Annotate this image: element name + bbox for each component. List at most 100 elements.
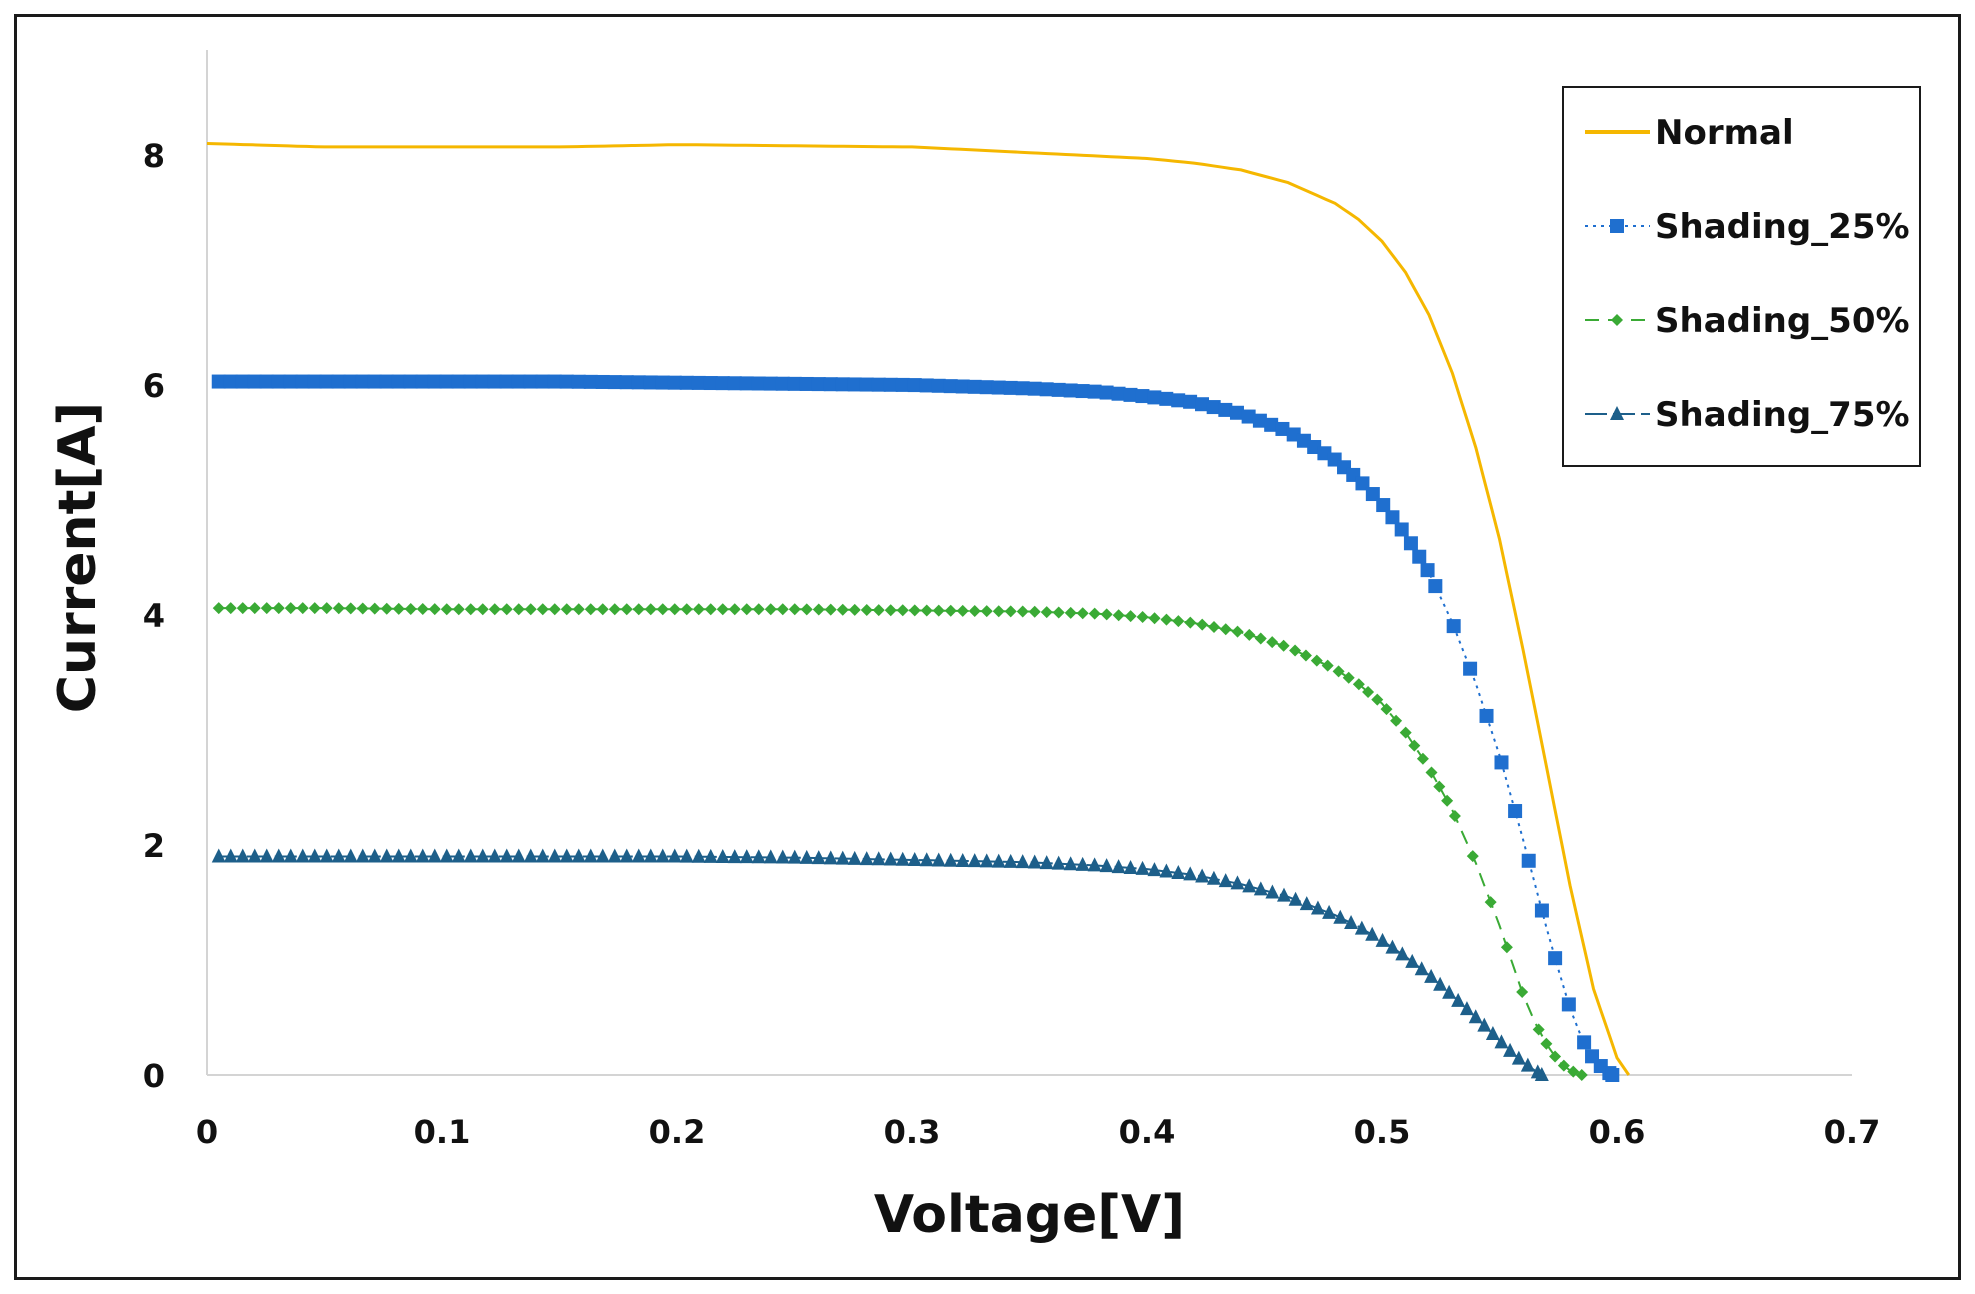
marker-shading-25- — [1063, 383, 1078, 398]
marker-shading-25- — [571, 374, 586, 389]
marker-shading-25- — [451, 374, 466, 389]
series-line-shading-50- — [218, 607, 1583, 1076]
marker-shading-25- — [343, 374, 358, 389]
marker-shading-50- — [284, 602, 297, 615]
marker-shading-50- — [1380, 703, 1393, 716]
marker-shading-25- — [391, 374, 406, 389]
marker-shading-50- — [272, 602, 285, 615]
marker-shading-25- — [883, 377, 898, 392]
x-tick-label: 0 — [196, 1113, 218, 1151]
x-tick-label: 0.4 — [1119, 1113, 1176, 1151]
marker-shading-25- — [547, 374, 562, 389]
marker-shading-50- — [836, 603, 849, 616]
series-shading-75- — [211, 848, 1549, 1081]
marker-shading-75- — [439, 848, 454, 863]
marker-shading-25- — [259, 374, 274, 389]
marker-shading-50- — [644, 603, 657, 616]
marker-shading-75- — [1087, 857, 1102, 872]
marker-shading-75- — [1265, 884, 1280, 899]
marker-shading-75- — [283, 848, 298, 863]
marker-shading-75- — [655, 848, 670, 863]
x-tick-label: 0.6 — [1589, 1113, 1646, 1151]
marker-shading-50- — [788, 603, 801, 616]
marker-shading-75- — [823, 850, 838, 865]
marker-shading-50- — [1466, 850, 1479, 863]
marker-shading-50- — [1362, 685, 1375, 698]
marker-shading-50- — [1433, 780, 1446, 793]
marker-shading-25- — [1412, 549, 1427, 564]
marker-shading-50- — [956, 604, 969, 617]
marker-shading-75- — [679, 848, 694, 863]
marker-shading-50- — [776, 603, 789, 616]
marker-shading-50- — [1028, 605, 1041, 618]
marker-shading-75- — [475, 848, 490, 863]
marker-shading-25- — [1003, 380, 1018, 395]
marker-shading-25- — [619, 375, 634, 390]
marker-shading-25- — [1183, 394, 1198, 409]
marker-shading-50- — [1516, 986, 1529, 999]
marker-shading-25- — [979, 380, 994, 395]
y-tick-label: 0 — [143, 1057, 165, 1095]
marker-shading-25- — [1111, 386, 1126, 401]
marker-shading-75- — [319, 848, 334, 863]
marker-shading-25- — [1479, 708, 1494, 723]
y-tick-label: 2 — [143, 827, 165, 865]
marker-shading-50- — [236, 602, 249, 615]
marker-shading-50- — [596, 603, 609, 616]
marker-shading-75- — [1511, 1050, 1526, 1065]
legend-label-shading-50-: Shading_50% — [1655, 301, 1910, 341]
marker-shading-25- — [535, 374, 550, 389]
marker-shading-50- — [1266, 636, 1279, 649]
marker-shading-25- — [847, 377, 862, 392]
marker-shading-50- — [704, 603, 717, 616]
marker-shading-25- — [631, 375, 646, 390]
legend-label-shading-75-: Shading_75% — [1655, 395, 1910, 435]
marker-shading-25- — [1394, 522, 1409, 537]
marker-shading-50- — [524, 603, 537, 616]
marker-shading-25- — [1218, 402, 1233, 417]
marker-shading-75- — [1468, 1009, 1483, 1024]
marker-shading-75- — [919, 852, 934, 867]
marker-shading-75- — [955, 852, 970, 867]
marker-shading-75- — [859, 851, 874, 866]
marker-shading-50- — [368, 602, 381, 615]
marker-shading-25- — [1446, 619, 1461, 634]
marker-shading-50- — [860, 603, 873, 616]
marker-shading-50- — [1399, 726, 1412, 739]
markers-shading-75- — [211, 848, 1549, 1081]
marker-shading-75- — [211, 848, 226, 863]
marker-shading-75- — [1230, 875, 1245, 890]
series-shading-50- — [212, 602, 1588, 1081]
marker-shading-75- — [811, 850, 826, 865]
marker-shading-75- — [787, 849, 802, 864]
marker-shading-75- — [1147, 862, 1162, 877]
marker-shading-25- — [463, 374, 478, 389]
marker-shading-75- — [463, 848, 478, 863]
marker-shading-75- — [331, 848, 346, 863]
marker-shading-50- — [1532, 1023, 1545, 1036]
marker-shading-75- — [1111, 859, 1126, 874]
marker-shading-50- — [932, 604, 945, 617]
marker-shading-50- — [1088, 607, 1101, 620]
marker-shading-75- — [1333, 909, 1348, 924]
legend-label-shading-25-: Shading_25% — [1655, 207, 1910, 247]
marker-shading-50- — [716, 603, 729, 616]
legend-entry-shading-50-: Shading_50% — [1585, 301, 1910, 341]
marker-shading-75- — [259, 848, 274, 863]
marker-shading-75- — [1218, 873, 1233, 888]
marker-shading-25- — [1494, 755, 1509, 770]
marker-shading-75- — [691, 848, 706, 863]
marker-shading-75- — [1344, 915, 1359, 930]
marker-shading-75- — [1385, 939, 1400, 954]
marker-shading-50- — [1611, 314, 1623, 326]
marker-shading-25- — [511, 374, 526, 389]
marker-shading-75- — [1610, 406, 1624, 420]
marker-shading-50- — [1321, 659, 1334, 672]
series-layer — [206, 142, 1631, 1082]
marker-shading-25- — [559, 374, 574, 389]
marker-shading-25- — [1264, 417, 1279, 432]
series-shading-25- — [211, 374, 1620, 1082]
marker-shading-75- — [583, 848, 598, 863]
marker-shading-25- — [223, 374, 238, 389]
